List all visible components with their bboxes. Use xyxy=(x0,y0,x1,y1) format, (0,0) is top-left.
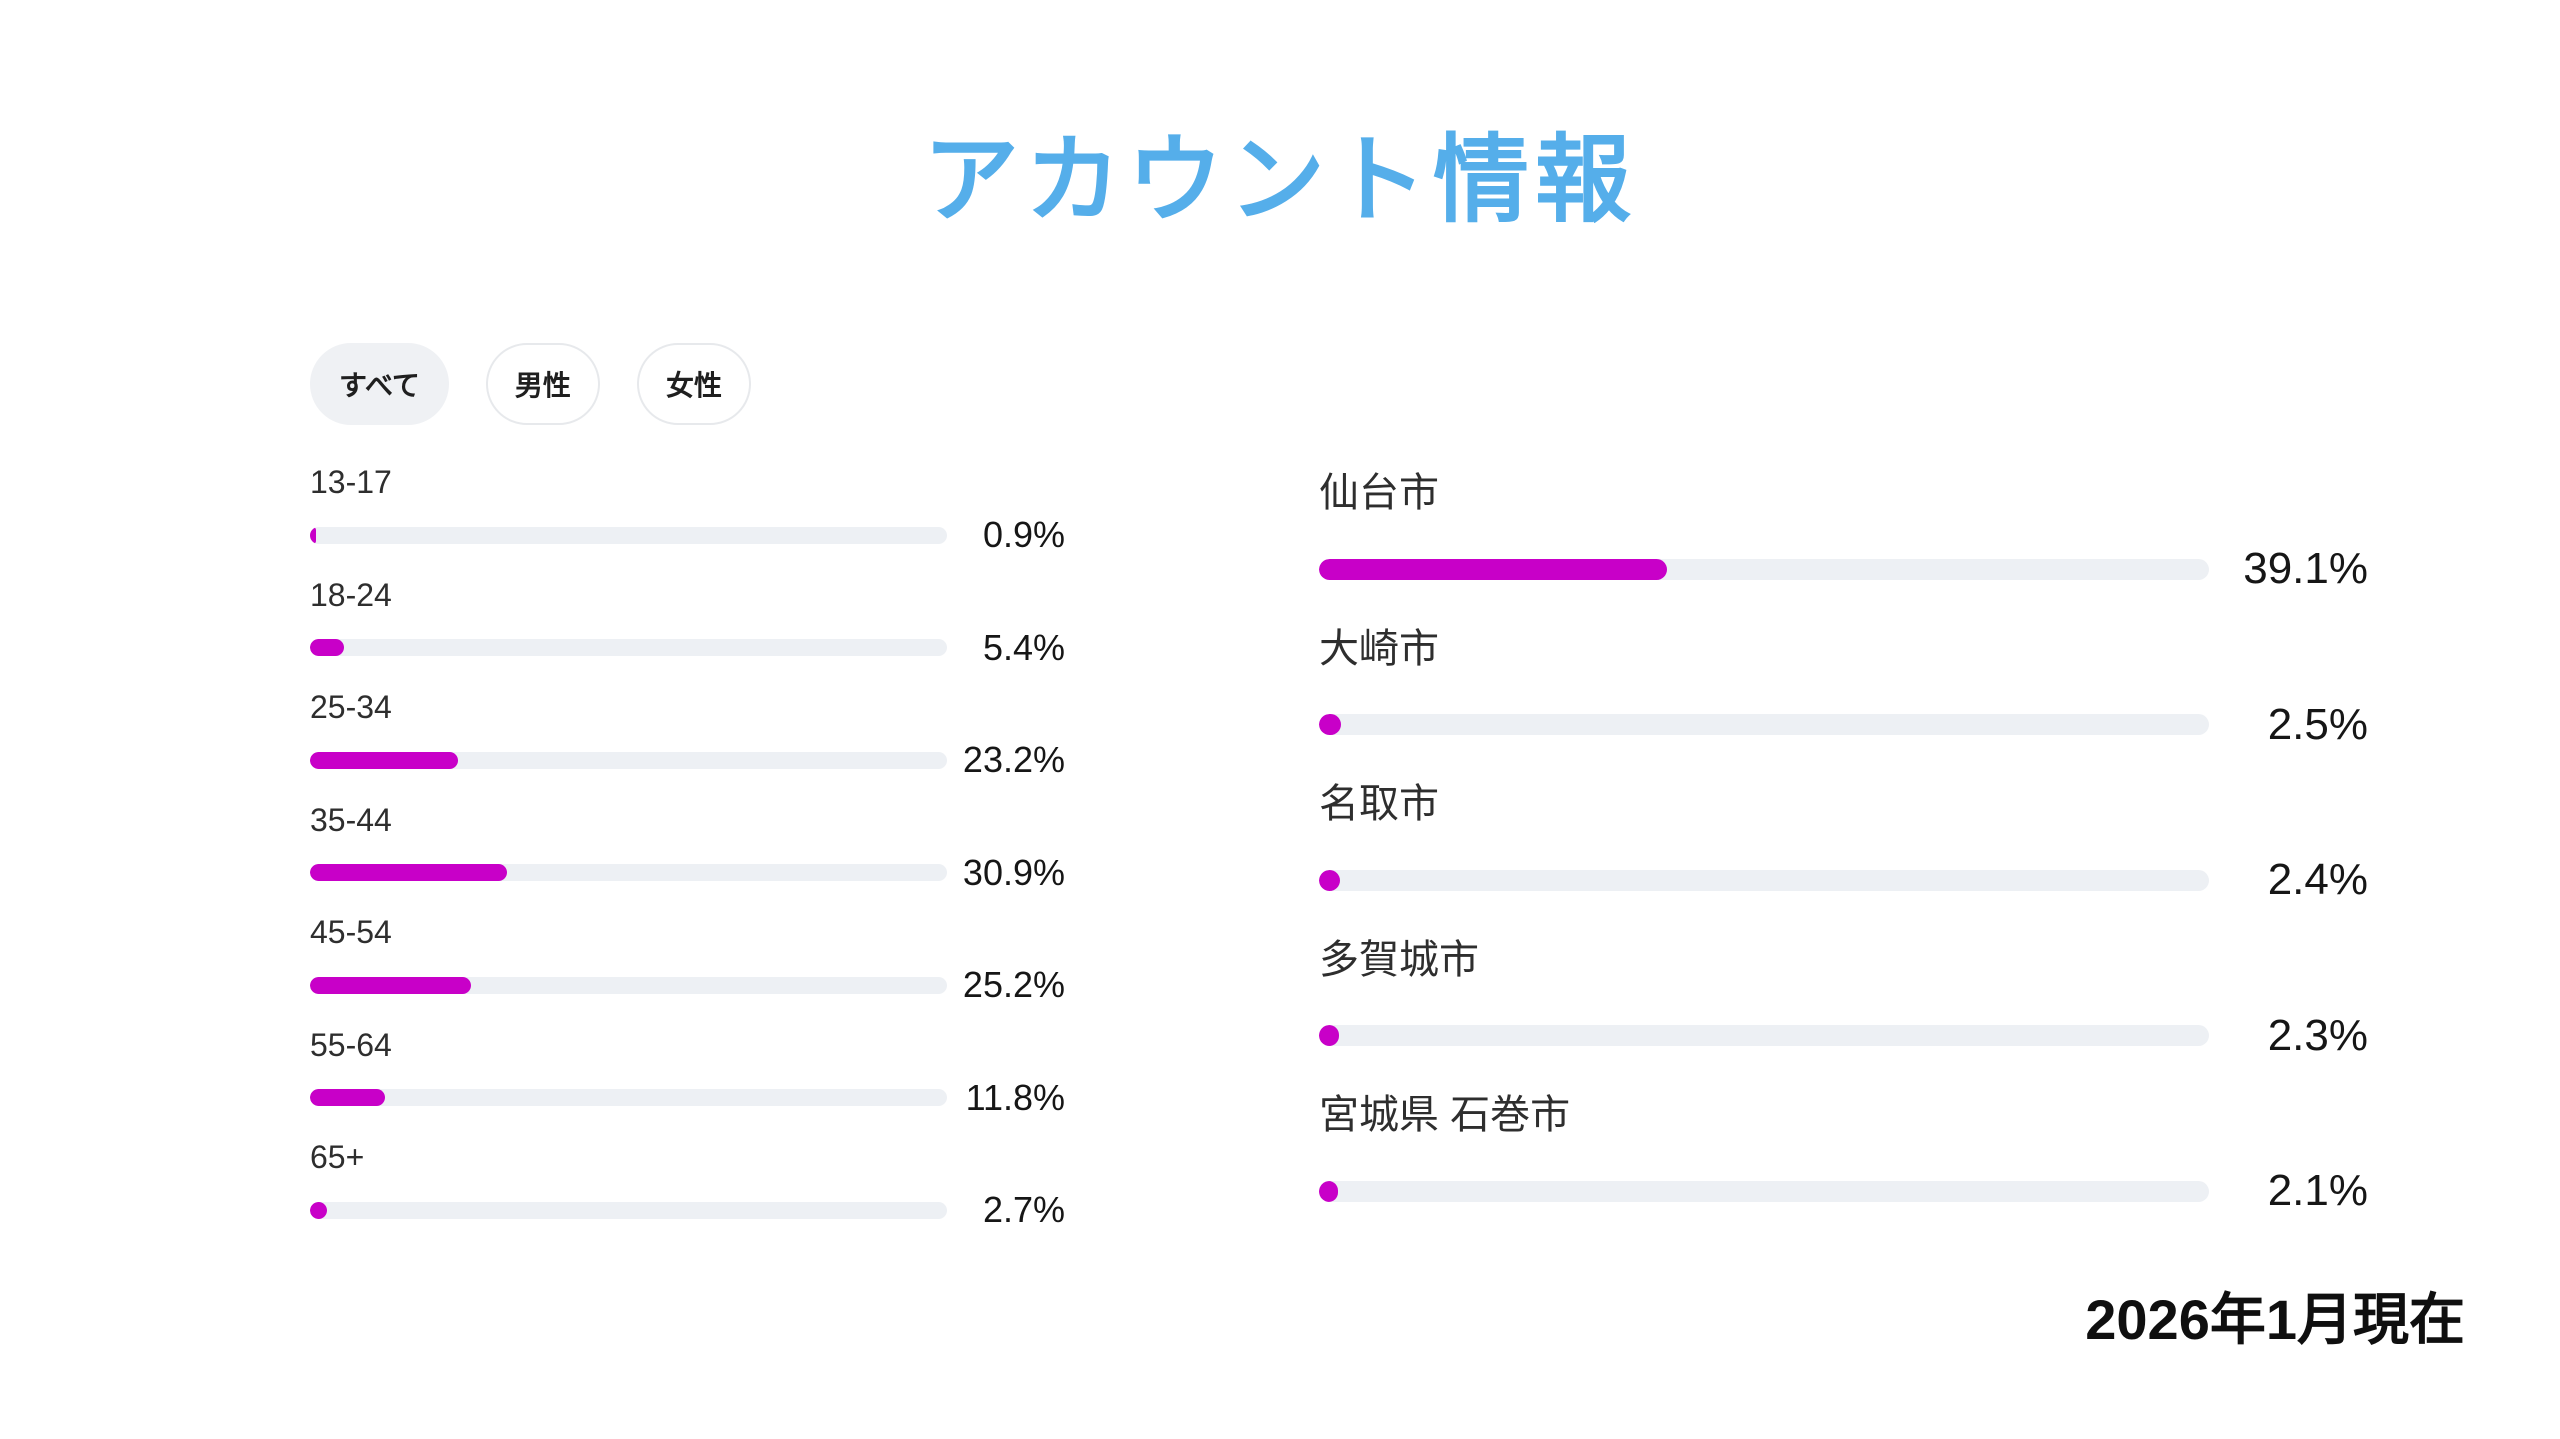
age-distribution-row: 18-24 5.4% xyxy=(310,575,1065,688)
bar-line: 0.9% xyxy=(310,514,1065,556)
bar-line: 30.9% xyxy=(310,852,1065,894)
city-distribution-row: 仙台市 39.1% xyxy=(1319,468,2368,624)
bar-fill xyxy=(1319,1025,1340,1046)
bar-track xyxy=(1319,714,2209,735)
category-label: 仙台市 xyxy=(1319,471,1439,515)
category-label: 多賀城市 xyxy=(1319,937,1479,982)
value-label: 2.5% xyxy=(2267,699,2368,749)
bar-track xyxy=(310,1089,947,1106)
age-distribution-row: 65+ 2.7% xyxy=(310,1137,1065,1250)
bar-track xyxy=(1319,1180,2209,1202)
bar-fill xyxy=(1319,558,1667,580)
bar-line: 5.4% xyxy=(310,627,1065,669)
bar-line: 11.8% xyxy=(310,1077,1065,1119)
value-label: 25.2% xyxy=(962,964,1065,1005)
category-label: 18-24 xyxy=(310,576,392,613)
category-label: 大崎市 xyxy=(1319,626,1439,671)
value-label: 30.9% xyxy=(962,851,1065,893)
bar-track xyxy=(310,751,947,769)
as-of-date-label: 2026年1月現在 xyxy=(2085,1288,2465,1351)
category-label: 25-34 xyxy=(310,689,392,725)
bar-fill xyxy=(310,864,507,881)
city-distribution-row: 大崎市 2.5% xyxy=(1319,624,2368,780)
city-distribution-row: 名取市 2.4% xyxy=(1319,779,2368,935)
bar-fill xyxy=(310,1201,328,1219)
bar-fill xyxy=(310,976,471,994)
value-label: 11.8% xyxy=(965,1076,1065,1118)
filter-button-all[interactable]: すべて xyxy=(310,343,449,425)
city-distribution-row: 多賀城市 2.3% xyxy=(1319,935,2368,1091)
value-label: 5.4% xyxy=(982,626,1065,668)
bar-fill xyxy=(1319,714,1342,735)
filter-button-male[interactable]: 男性 xyxy=(485,343,600,425)
category-label: 宮城県 石巻市 xyxy=(1319,1093,1571,1137)
value-label: 23.2% xyxy=(962,739,1065,780)
bar-line: 25.2% xyxy=(310,964,1065,1006)
bar-fill xyxy=(310,1089,386,1106)
bar-fill xyxy=(310,639,345,656)
bar-track xyxy=(1319,1025,2209,1046)
bar-track xyxy=(1319,869,2209,891)
bar-track xyxy=(310,526,947,544)
filter-button-female[interactable]: 女性 xyxy=(636,343,751,425)
gender-filter-group: すべて 男性 女性 xyxy=(310,343,751,425)
bar-fill xyxy=(310,751,458,769)
value-label: 0.9% xyxy=(982,514,1065,555)
bar-line: 2.1% xyxy=(1319,1166,2368,1216)
city-distribution-row: 宮城県 石巻市 2.1% xyxy=(1319,1090,2368,1246)
category-label: 65+ xyxy=(310,1139,365,1175)
bar-line: 2.3% xyxy=(1319,1011,2368,1061)
value-label: 2.7% xyxy=(982,1189,1065,1230)
bar-line: 2.7% xyxy=(310,1189,1065,1231)
value-label: 2.3% xyxy=(2267,1010,2368,1060)
age-distribution-chart: 13-17 0.9% 18-24 5.4% 25-34 23.2% 35-44 30.9% 45… xyxy=(310,462,1065,1250)
age-distribution-row: 25-34 23.2% xyxy=(310,687,1065,800)
bar-track xyxy=(310,976,947,994)
bar-track xyxy=(310,639,947,656)
category-label: 55-64 xyxy=(310,1026,392,1063)
bar-track xyxy=(310,1201,947,1219)
bar-line: 2.5% xyxy=(1319,700,2368,750)
bar-track xyxy=(310,864,947,881)
age-distribution-row: 55-64 11.8% xyxy=(310,1025,1065,1138)
bar-fill xyxy=(1319,1180,1338,1202)
category-label: 13-17 xyxy=(310,464,392,500)
category-label: 45-54 xyxy=(310,914,392,950)
value-label: 39.1% xyxy=(2243,544,2368,593)
age-distribution-row: 13-17 0.9% xyxy=(310,462,1065,575)
bar-line: 39.1% xyxy=(1319,544,2368,594)
bar-line: 23.2% xyxy=(310,739,1065,781)
value-label: 2.4% xyxy=(2267,855,2368,904)
page-title: アカウント情報 xyxy=(923,127,1637,234)
bar-fill xyxy=(310,526,316,544)
category-label: 名取市 xyxy=(1319,782,1439,826)
bar-line: 2.4% xyxy=(1319,855,2368,905)
category-label: 35-44 xyxy=(310,801,392,838)
age-distribution-row: 45-54 25.2% xyxy=(310,912,1065,1025)
age-distribution-row: 35-44 30.9% xyxy=(310,800,1065,913)
value-label: 2.1% xyxy=(2267,1166,2368,1215)
city-distribution-chart: 仙台市 39.1% 大崎市 2.5% 名取市 2.4% 多賀城市 2.3% 宮城県 石巻市 2.1… xyxy=(1319,468,2368,1246)
bar-fill xyxy=(1319,869,1341,891)
bar-track xyxy=(1319,558,2209,580)
